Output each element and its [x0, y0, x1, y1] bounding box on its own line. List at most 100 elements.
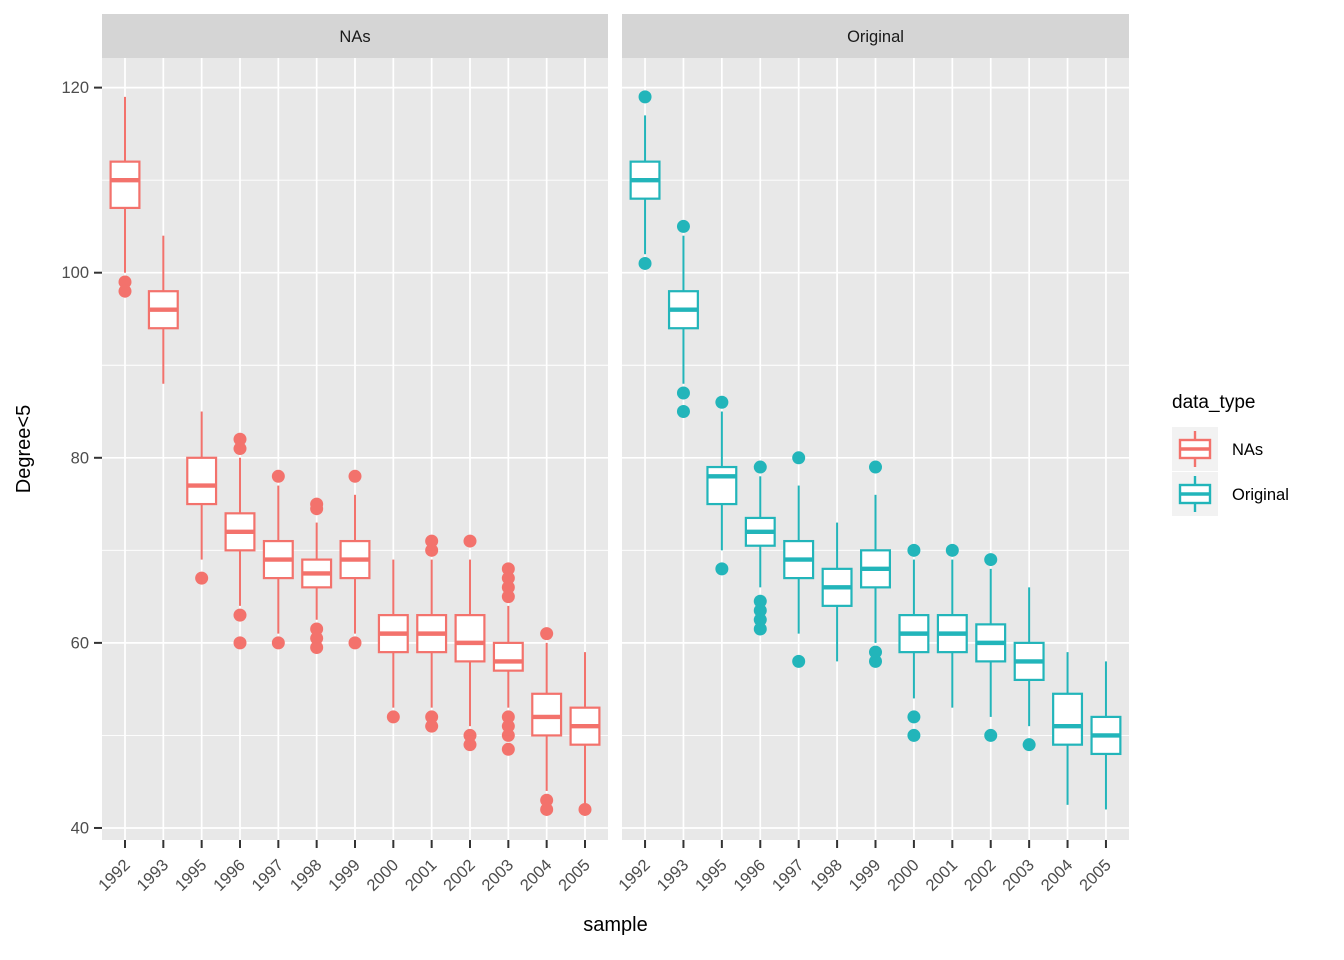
x-axis-title: sample — [583, 914, 647, 936]
outlier-point — [501, 571, 515, 585]
outlier-point — [386, 710, 400, 724]
outlier-point — [540, 793, 554, 807]
x-tick-label: 1995 — [172, 856, 211, 895]
outlier-point — [501, 580, 515, 594]
outlier-point — [271, 636, 285, 650]
outlier-point — [753, 613, 767, 627]
boxplot-nas-2003 — [492, 562, 524, 756]
outlier-point — [715, 562, 729, 576]
outlier-point — [907, 728, 921, 742]
outlier-point — [425, 543, 439, 557]
x-tick-label: 1992 — [95, 856, 134, 895]
boxplot-nas-2005 — [569, 652, 601, 816]
x-tick-label: 2005 — [555, 856, 594, 895]
outlier-point — [578, 802, 592, 816]
boxplot-original-2005 — [1090, 661, 1122, 810]
x-tick-label: 2004 — [1038, 856, 1077, 895]
boxplot-original-1995 — [706, 395, 738, 576]
outlier-point — [233, 608, 247, 622]
x-tick-label: 1999 — [325, 856, 364, 895]
legend-key-nas: NAs — [1172, 427, 1263, 471]
x-tick-label: 2004 — [517, 856, 556, 895]
x-tick-label: 1996 — [730, 856, 769, 895]
outlier-point — [425, 719, 439, 733]
x-tick-label: 1998 — [807, 856, 846, 895]
boxplot-original-2002 — [975, 553, 1007, 742]
legend-label: Original — [1232, 486, 1289, 504]
outlier-point — [540, 627, 554, 641]
boxplot-original-2004 — [1052, 652, 1084, 805]
outlier-point — [233, 442, 247, 456]
outlier-point — [425, 534, 439, 548]
x-tick-label: 1992 — [615, 856, 654, 895]
y-tick-label: 60 — [71, 634, 89, 652]
outlier-point — [984, 553, 998, 567]
outlier-point — [501, 710, 515, 724]
outlier-point — [753, 622, 767, 636]
outlier-point — [676, 405, 690, 419]
boxplot-nas-1995 — [186, 411, 218, 585]
boxplot-original-1996 — [744, 460, 776, 636]
legend-key-original: Original — [1172, 472, 1289, 516]
outlier-point — [463, 728, 477, 742]
boxplot-original-2000 — [898, 543, 930, 742]
outlier-point — [501, 590, 515, 604]
facet-strip-label: Original — [847, 28, 904, 46]
outlier-point — [271, 469, 285, 483]
x-tick-label: 1996 — [210, 856, 249, 895]
outlier-point — [310, 641, 324, 655]
outlier-point — [753, 460, 767, 474]
x-tick-label: 2002 — [961, 856, 1000, 895]
boxplot-nas-2004 — [531, 627, 563, 816]
outlier-point — [753, 603, 767, 617]
x-tick-label: 2005 — [1076, 856, 1115, 895]
x-tick-label: 1995 — [692, 856, 731, 895]
x-tick-label: 1998 — [287, 856, 326, 895]
boxplot-nas-2001 — [416, 534, 448, 733]
facet-original: Original 1992 1993 1995 1996 1997 1998 1999 2000… — [615, 14, 1129, 895]
x-tick-label: 2000 — [363, 856, 402, 895]
x-tick-label: 2003 — [478, 856, 517, 895]
outlier-point — [638, 90, 652, 104]
y-tick-label: 40 — [71, 819, 89, 837]
boxplot-original-1997 — [783, 451, 815, 668]
legend-title: data_type — [1172, 392, 1255, 413]
y-axis: 40 60 80 100 120 — [61, 79, 102, 837]
boxplot-nas-1999 — [339, 469, 371, 650]
x-tick-label: 1997 — [769, 856, 808, 895]
boxplot-nas-1996 — [224, 432, 256, 650]
y-tick-label: 80 — [71, 449, 89, 467]
boxplot-nas-1993 — [147, 235, 179, 384]
facet-strip-label: NAs — [339, 28, 370, 46]
x-tick-label: 1993 — [133, 856, 172, 895]
outlier-point — [792, 451, 806, 465]
outlier-point — [310, 502, 324, 516]
outlier-point — [463, 738, 477, 752]
outlier-point — [676, 219, 690, 233]
boxplot-nas-2000 — [377, 559, 409, 724]
outlier-point — [715, 395, 729, 409]
outlier-point — [463, 534, 477, 548]
outlier-point — [348, 636, 362, 650]
outlier-point — [792, 654, 806, 668]
boxplot-original-1999 — [859, 460, 891, 668]
boxplot-nas-1992 — [109, 96, 141, 298]
outlier-point — [118, 275, 132, 289]
outlier-point — [233, 636, 247, 650]
outlier-point — [907, 710, 921, 724]
y-tick-label: 120 — [61, 79, 89, 97]
outlier-point — [118, 284, 132, 298]
outlier-point — [945, 543, 959, 557]
outlier-point — [638, 256, 652, 270]
outlier-point — [501, 562, 515, 576]
outlier-point — [425, 710, 439, 724]
boxplot-original-1992 — [629, 90, 661, 270]
x-tick-label: 2000 — [884, 856, 923, 895]
outlier-point — [907, 543, 921, 557]
outlier-point — [869, 460, 882, 474]
outlier-point — [676, 386, 690, 400]
boxplot-original-1998 — [821, 522, 853, 662]
